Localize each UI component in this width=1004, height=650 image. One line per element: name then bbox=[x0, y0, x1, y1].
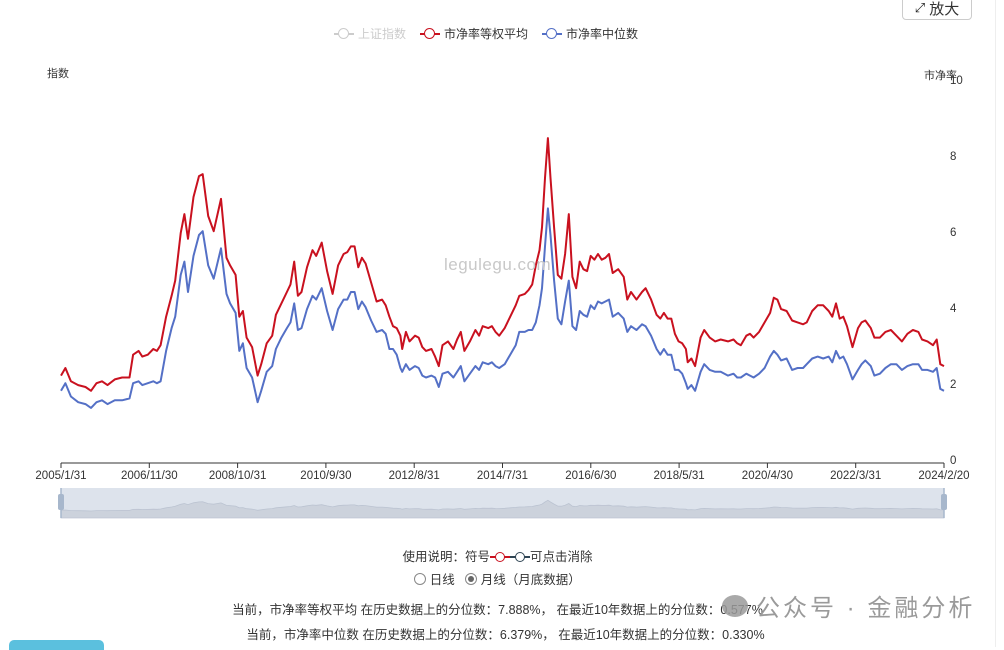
x-tick-label: 2012/8/31 bbox=[388, 470, 440, 482]
y-tick-label: 10 bbox=[950, 75, 963, 87]
x-tick-label: 2018/5/31 bbox=[653, 470, 705, 482]
panel-edge bbox=[995, 0, 996, 647]
legend-item-sse-index[interactable]: 上证指数 bbox=[334, 25, 406, 42]
right-axis-name: 市净率 bbox=[924, 70, 957, 82]
bottom-tab-button[interactable] bbox=[9, 640, 104, 650]
wechat-watermark: 公众号 · 金融分析 bbox=[722, 588, 975, 623]
y-tick-label: 8 bbox=[950, 151, 957, 163]
usage-suffix-text: 可点击消除 bbox=[530, 550, 593, 564]
y-tick-label: 4 bbox=[950, 303, 957, 315]
radio-monthly-label[interactable]: 月线（月底数据） bbox=[480, 573, 581, 587]
x-tick-label: 2022/3/31 bbox=[830, 470, 882, 482]
legend-line-circle-icon bbox=[334, 27, 354, 40]
red-line-circle-icon bbox=[490, 551, 510, 563]
site-watermark: legulegu.com bbox=[444, 255, 552, 274]
legend-label: 市净率等权平均 bbox=[444, 27, 529, 41]
data-zoom-slider[interactable] bbox=[61, 488, 944, 518]
frequency-radio-group: 日线 月线（月底数据） bbox=[0, 569, 995, 588]
series-line-pb-equal-weight bbox=[60, 137, 945, 392]
expand-arrows-icon: ⤢ bbox=[914, 0, 926, 15]
legend-item-pb-equal-weight[interactable]: 市净率等权平均 bbox=[420, 25, 528, 42]
chart-legend: 上证指数 市净率等权平均 市净率中位数 bbox=[334, 25, 638, 42]
slider-handle-left[interactable] bbox=[58, 494, 64, 510]
radio-daily[interactable] bbox=[414, 573, 427, 585]
left-axis-name: 指数 bbox=[47, 68, 69, 80]
legend-label: 上证指数 bbox=[358, 27, 407, 41]
slider-handle-right[interactable] bbox=[941, 494, 947, 510]
legend-line-circle-icon bbox=[542, 27, 563, 40]
legend-item-pb-median[interactable]: 市净率中位数 bbox=[542, 25, 638, 42]
x-tick-label: 2024/2/20 bbox=[918, 470, 970, 482]
percentile-line-median: 当前，市净率中位数 在历史数据上的分位数：6.379%， 在最近10年数据上的分… bbox=[246, 628, 765, 642]
dark-line-circle-icon bbox=[510, 551, 530, 563]
x-tick-label: 2010/9/30 bbox=[300, 470, 352, 482]
y-tick-label: 0 bbox=[950, 455, 957, 467]
x-tick-label: 2020/4/30 bbox=[741, 470, 793, 482]
legend-line-circle-icon bbox=[420, 27, 441, 40]
x-axis-ticks bbox=[60, 463, 945, 468]
percentile-line-equal-weight: 当前，市净率等权平均 在历史数据上的分位数：7.888%， 在最近10年数据上的… bbox=[232, 603, 763, 617]
x-tick-label: 2014/7/31 bbox=[476, 470, 529, 482]
wechat-icon bbox=[722, 594, 748, 617]
usage-text: 使用说明：符号 bbox=[402, 550, 490, 564]
zoom-button[interactable]: ⤢ 放大 bbox=[902, 0, 972, 20]
radio-monthly[interactable] bbox=[465, 573, 478, 585]
x-tick-label: 2005/1/31 bbox=[35, 470, 87, 482]
radio-daily-label[interactable]: 日线 bbox=[429, 573, 455, 587]
x-tick-label: 2016/6/30 bbox=[565, 470, 617, 482]
x-tick-label: 2006/11/30 bbox=[120, 470, 178, 482]
wechat-watermark-text: 公众号 · 金融分析 bbox=[756, 595, 976, 622]
x-tick-label: 2008/10/31 bbox=[208, 470, 267, 482]
zoom-button-label: 放大 bbox=[929, 0, 960, 18]
usage-instructions: 使用说明：符号 可点击消除 bbox=[0, 546, 995, 565]
y-tick-label: 6 bbox=[950, 227, 957, 239]
series-line-pb-median bbox=[60, 207, 945, 409]
legend-label: 市净率中位数 bbox=[566, 27, 639, 41]
y-tick-label: 2 bbox=[950, 379, 957, 391]
